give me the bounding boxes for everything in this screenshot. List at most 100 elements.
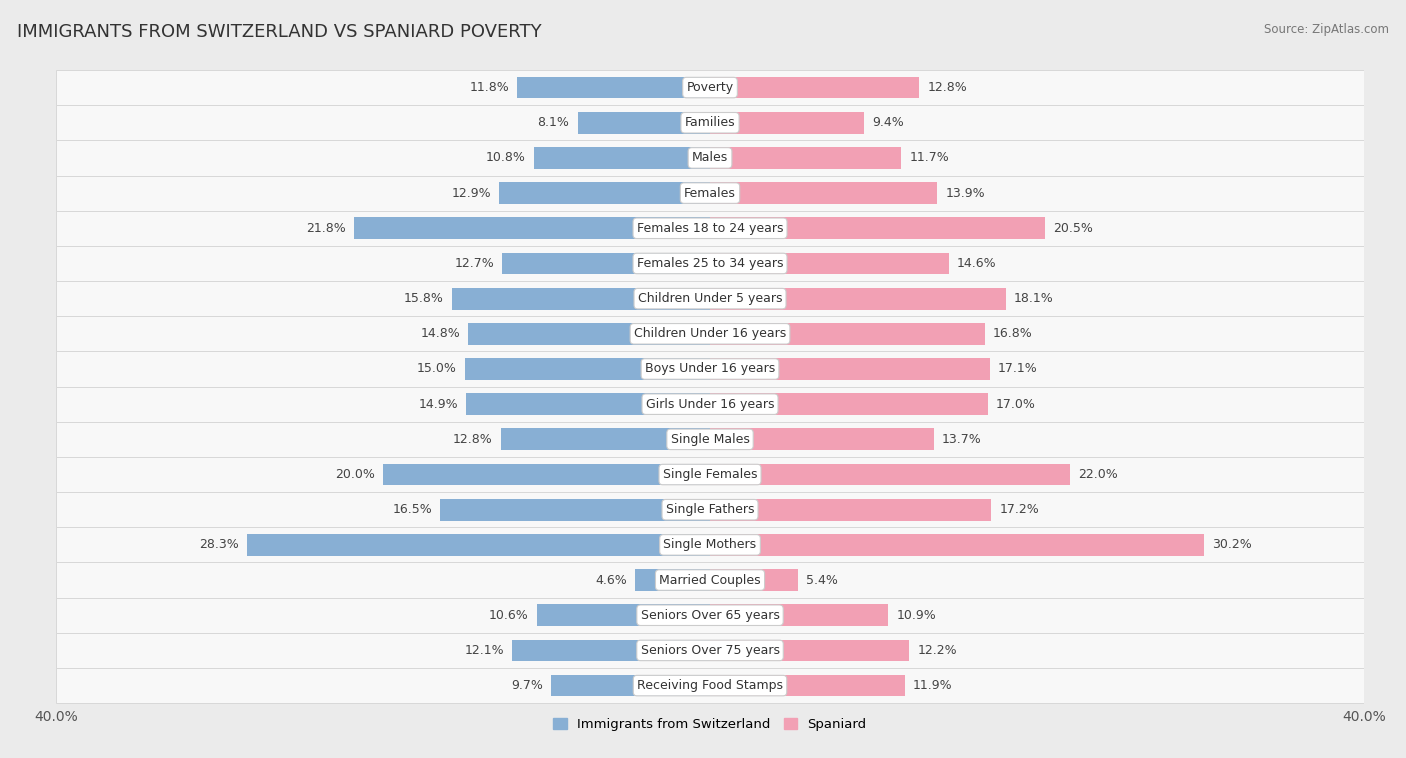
Text: Children Under 16 years: Children Under 16 years xyxy=(634,327,786,340)
Text: 13.7%: 13.7% xyxy=(942,433,981,446)
Bar xyxy=(56,457,1364,492)
Bar xyxy=(578,112,710,133)
Text: 10.9%: 10.9% xyxy=(897,609,936,622)
Text: Single Fathers: Single Fathers xyxy=(666,503,754,516)
Bar xyxy=(56,597,1364,633)
Bar xyxy=(710,112,863,133)
Text: 28.3%: 28.3% xyxy=(200,538,239,551)
Bar xyxy=(710,77,920,99)
Text: Seniors Over 75 years: Seniors Over 75 years xyxy=(641,644,779,657)
Text: 16.8%: 16.8% xyxy=(993,327,1032,340)
Text: 21.8%: 21.8% xyxy=(305,222,346,235)
Text: Females 18 to 24 years: Females 18 to 24 years xyxy=(637,222,783,235)
Text: 12.7%: 12.7% xyxy=(454,257,495,270)
Bar xyxy=(56,633,1364,668)
Bar xyxy=(501,428,710,450)
Text: Girls Under 16 years: Girls Under 16 years xyxy=(645,398,775,411)
Bar xyxy=(710,323,984,345)
Text: 5.4%: 5.4% xyxy=(807,574,838,587)
Bar xyxy=(710,358,990,380)
Bar xyxy=(710,428,934,450)
Text: 12.2%: 12.2% xyxy=(918,644,957,657)
Bar xyxy=(247,534,710,556)
Text: 10.6%: 10.6% xyxy=(489,609,529,622)
Bar xyxy=(710,640,910,661)
Text: 10.8%: 10.8% xyxy=(485,152,526,164)
Text: 20.0%: 20.0% xyxy=(335,468,375,481)
Text: 13.9%: 13.9% xyxy=(945,186,986,199)
Text: 20.5%: 20.5% xyxy=(1053,222,1092,235)
Bar xyxy=(56,387,1364,421)
Bar xyxy=(512,640,710,661)
Text: 11.7%: 11.7% xyxy=(910,152,949,164)
Bar xyxy=(710,288,1005,309)
Text: Boys Under 16 years: Boys Under 16 years xyxy=(645,362,775,375)
Bar xyxy=(551,675,710,697)
Text: Families: Families xyxy=(685,116,735,130)
Text: 17.1%: 17.1% xyxy=(998,362,1038,375)
Text: Married Couples: Married Couples xyxy=(659,574,761,587)
Bar xyxy=(467,393,710,415)
Bar xyxy=(499,182,710,204)
Text: Single Males: Single Males xyxy=(671,433,749,446)
Bar xyxy=(56,528,1364,562)
Bar xyxy=(710,499,991,521)
Text: 15.8%: 15.8% xyxy=(404,292,444,305)
Bar xyxy=(56,562,1364,597)
Bar xyxy=(468,323,710,345)
Text: 12.8%: 12.8% xyxy=(928,81,967,94)
Bar xyxy=(710,464,1070,485)
Bar xyxy=(56,176,1364,211)
Bar xyxy=(354,218,710,240)
Text: 17.2%: 17.2% xyxy=(1000,503,1039,516)
Bar xyxy=(382,464,710,485)
Bar xyxy=(56,281,1364,316)
Text: 15.0%: 15.0% xyxy=(416,362,457,375)
Bar xyxy=(56,246,1364,281)
Text: Single Mothers: Single Mothers xyxy=(664,538,756,551)
Text: Seniors Over 65 years: Seniors Over 65 years xyxy=(641,609,779,622)
Text: IMMIGRANTS FROM SWITZERLAND VS SPANIARD POVERTY: IMMIGRANTS FROM SWITZERLAND VS SPANIARD … xyxy=(17,23,541,41)
Text: 30.2%: 30.2% xyxy=(1212,538,1251,551)
Bar xyxy=(710,604,889,626)
Text: 11.9%: 11.9% xyxy=(912,679,952,692)
Text: Source: ZipAtlas.com: Source: ZipAtlas.com xyxy=(1264,23,1389,36)
Bar xyxy=(502,252,710,274)
Bar xyxy=(710,393,988,415)
Bar xyxy=(451,288,710,309)
Text: 9.4%: 9.4% xyxy=(872,116,904,130)
Bar xyxy=(465,358,710,380)
Text: 12.9%: 12.9% xyxy=(451,186,491,199)
Text: 14.9%: 14.9% xyxy=(419,398,458,411)
Text: Females: Females xyxy=(685,186,735,199)
Bar xyxy=(56,668,1364,703)
Text: 16.5%: 16.5% xyxy=(392,503,432,516)
Bar xyxy=(710,675,904,697)
Bar xyxy=(710,182,938,204)
Text: 4.6%: 4.6% xyxy=(595,574,627,587)
Bar xyxy=(56,70,1364,105)
Bar xyxy=(537,604,710,626)
Text: 9.7%: 9.7% xyxy=(512,679,543,692)
Bar xyxy=(636,569,710,591)
Bar xyxy=(56,352,1364,387)
Bar xyxy=(710,534,1204,556)
Text: 11.8%: 11.8% xyxy=(470,81,509,94)
Text: 12.8%: 12.8% xyxy=(453,433,492,446)
Bar xyxy=(56,421,1364,457)
Bar xyxy=(517,77,710,99)
Bar xyxy=(710,147,901,169)
Bar xyxy=(56,211,1364,246)
Text: Receiving Food Stamps: Receiving Food Stamps xyxy=(637,679,783,692)
Bar xyxy=(710,569,799,591)
Bar xyxy=(56,105,1364,140)
Text: 14.8%: 14.8% xyxy=(420,327,460,340)
Text: Poverty: Poverty xyxy=(686,81,734,94)
Bar xyxy=(710,218,1045,240)
Text: Single Females: Single Females xyxy=(662,468,758,481)
Legend: Immigrants from Switzerland, Spaniard: Immigrants from Switzerland, Spaniard xyxy=(548,713,872,737)
Text: Children Under 5 years: Children Under 5 years xyxy=(638,292,782,305)
Text: Males: Males xyxy=(692,152,728,164)
Bar xyxy=(710,252,949,274)
Text: 14.6%: 14.6% xyxy=(957,257,997,270)
